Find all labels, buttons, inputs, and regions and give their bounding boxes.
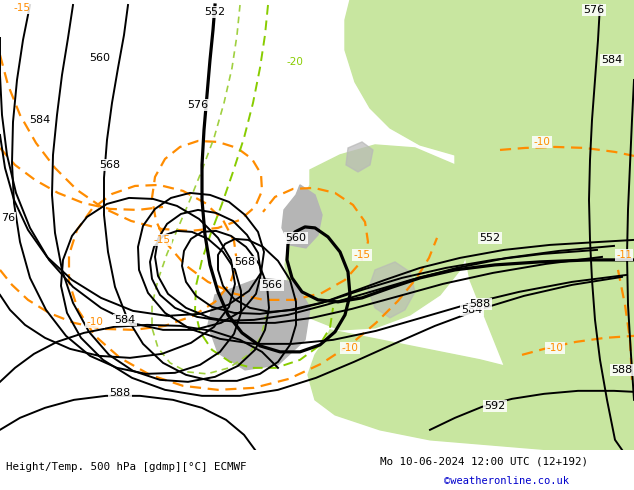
Text: 568: 568 — [100, 160, 120, 170]
Text: 584: 584 — [29, 115, 51, 125]
Text: 560: 560 — [89, 53, 110, 63]
Text: 552: 552 — [479, 233, 501, 243]
Text: 584: 584 — [602, 55, 623, 65]
Polygon shape — [208, 278, 310, 370]
Text: 576: 576 — [188, 100, 209, 110]
Text: -20: -20 — [287, 57, 304, 67]
Text: -10: -10 — [547, 343, 564, 353]
Polygon shape — [282, 185, 322, 248]
Polygon shape — [390, 0, 634, 450]
Text: 588: 588 — [469, 299, 491, 309]
Text: 584: 584 — [114, 315, 136, 325]
Text: 560: 560 — [285, 233, 306, 243]
Text: ©weatheronline.co.uk: ©weatheronline.co.uk — [444, 476, 569, 486]
Text: -15: -15 — [13, 3, 30, 13]
Text: Height/Temp. 500 hPa [gdmp][°C] ECMWF: Height/Temp. 500 hPa [gdmp][°C] ECMWF — [6, 462, 247, 472]
Text: 584: 584 — [462, 305, 482, 315]
Polygon shape — [345, 0, 560, 155]
Text: 568: 568 — [235, 257, 256, 267]
Text: -10: -10 — [342, 343, 358, 353]
Text: 588: 588 — [611, 365, 633, 375]
Text: 552: 552 — [204, 7, 226, 17]
Polygon shape — [368, 262, 415, 318]
Text: -15: -15 — [354, 250, 370, 260]
Text: -10: -10 — [87, 317, 103, 327]
Text: 566: 566 — [261, 280, 283, 290]
Polygon shape — [285, 145, 475, 330]
Text: 588: 588 — [110, 388, 131, 398]
Polygon shape — [308, 330, 634, 450]
Text: 592: 592 — [484, 401, 506, 411]
Text: 76: 76 — [1, 213, 15, 223]
Text: -15: -15 — [153, 235, 171, 245]
Text: 576: 576 — [583, 5, 605, 15]
Polygon shape — [346, 142, 373, 172]
Text: Mo 10-06-2024 12:00 UTC (12+192): Mo 10-06-2024 12:00 UTC (12+192) — [380, 456, 588, 466]
Text: -10: -10 — [534, 137, 550, 147]
Text: -11: -11 — [616, 250, 632, 260]
